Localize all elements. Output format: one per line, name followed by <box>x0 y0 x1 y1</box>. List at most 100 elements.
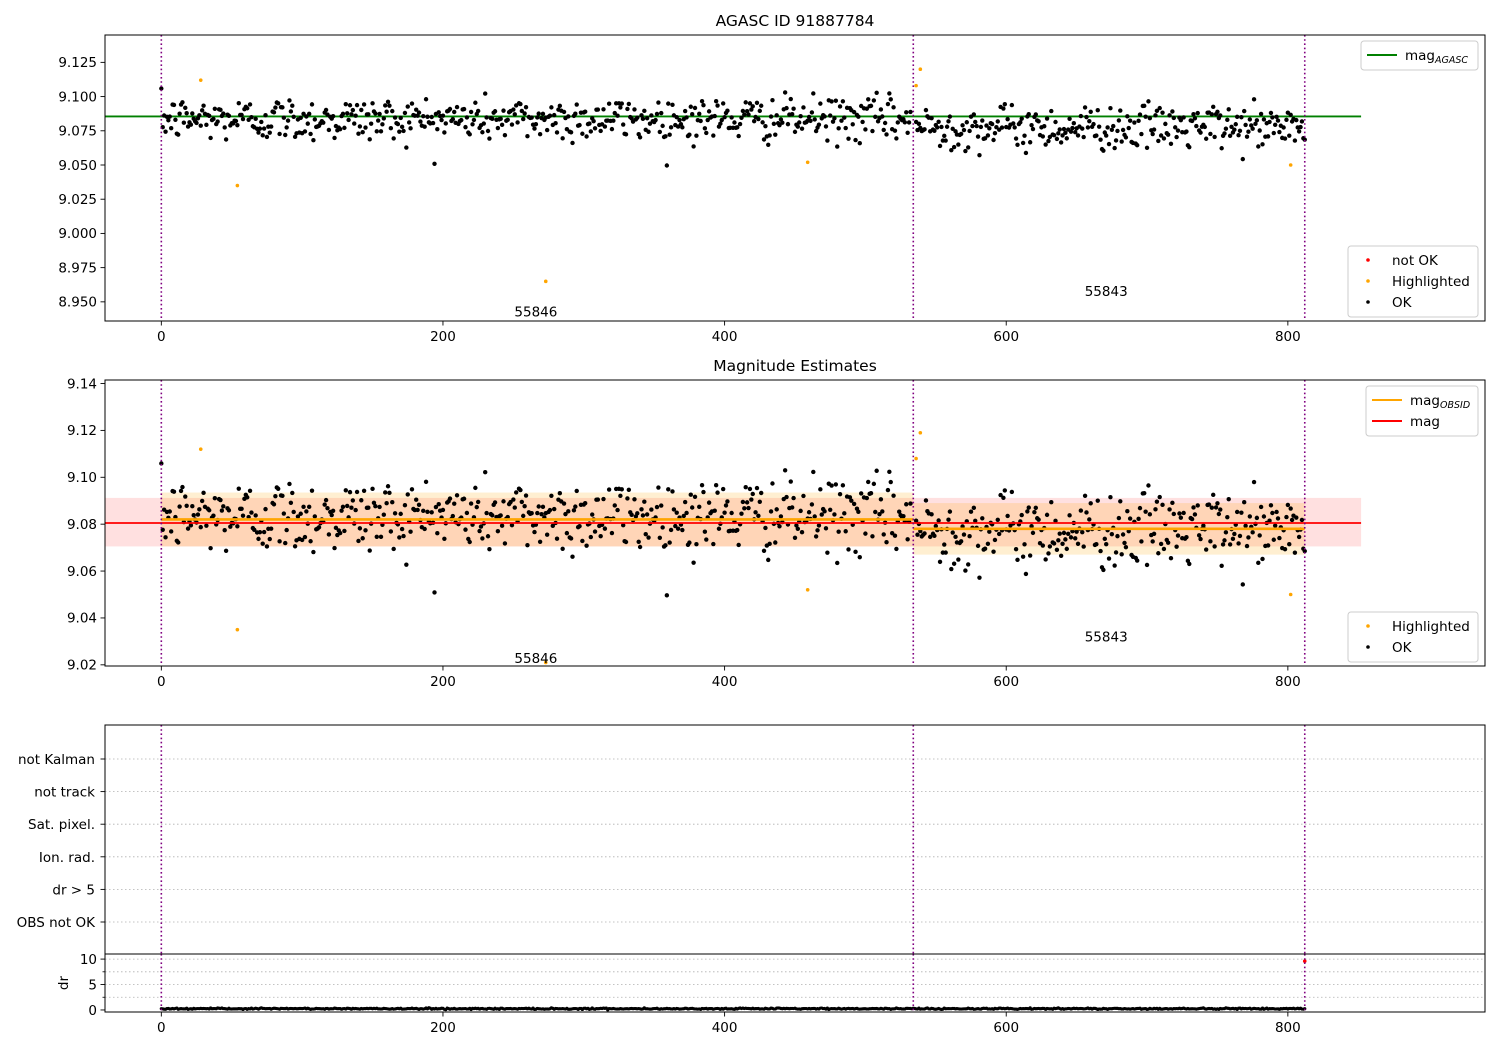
data-point <box>1132 120 1137 125</box>
data-point <box>363 125 368 130</box>
data-point <box>874 468 879 473</box>
data-point <box>667 132 672 137</box>
legend-label: magAGASC <box>1405 48 1468 66</box>
data-point <box>1142 490 1147 496</box>
data-point <box>632 107 637 112</box>
data-point <box>1019 116 1024 121</box>
data-point <box>687 540 692 545</box>
data-point <box>1239 115 1244 120</box>
data-point <box>1046 551 1051 556</box>
data-point <box>440 507 446 513</box>
data-point <box>1005 116 1010 122</box>
data-point <box>1225 514 1230 520</box>
data-point <box>1265 134 1271 139</box>
data-point <box>973 518 978 523</box>
data-point <box>573 504 578 509</box>
data-point <box>222 125 227 130</box>
data-point <box>1080 529 1085 535</box>
data-point <box>960 123 965 128</box>
data-point <box>1044 116 1050 121</box>
data-point <box>1108 495 1113 500</box>
data-point <box>409 101 415 106</box>
data-point <box>264 544 270 549</box>
data-point <box>1240 156 1245 162</box>
data-point <box>171 102 177 108</box>
data-point <box>501 499 506 504</box>
data-point <box>359 498 364 503</box>
data-point <box>1126 125 1131 131</box>
data-point <box>492 500 498 505</box>
data-point <box>788 96 793 102</box>
data-point <box>1234 114 1240 119</box>
data-point <box>773 540 778 545</box>
data-point <box>1184 129 1189 134</box>
data-point <box>402 110 408 116</box>
data-point <box>971 112 977 117</box>
data-point <box>475 499 481 505</box>
data-point <box>784 105 789 111</box>
data-point <box>1116 118 1122 123</box>
data-point <box>388 529 394 534</box>
data-point <box>505 117 510 122</box>
data-point <box>1292 550 1298 555</box>
data-point <box>284 125 289 130</box>
data-point <box>452 501 457 506</box>
data-point <box>1101 567 1106 573</box>
legend-label-subscript: OBSID <box>1440 400 1470 411</box>
data-point <box>684 510 689 516</box>
data-point <box>304 509 309 514</box>
data-point <box>346 117 351 123</box>
data-point <box>1220 542 1226 547</box>
data-point <box>828 507 833 513</box>
data-point <box>222 528 227 533</box>
data-point <box>1068 129 1074 134</box>
data-point <box>792 535 798 540</box>
data-point <box>871 98 877 103</box>
data-point <box>499 523 505 528</box>
data-point <box>268 124 274 129</box>
data-point <box>1246 535 1251 540</box>
data-point <box>788 479 793 484</box>
data-point <box>390 108 395 114</box>
data-point <box>256 130 261 135</box>
data-point <box>246 117 251 122</box>
data-point <box>211 116 216 122</box>
data-point <box>632 497 637 502</box>
data-point <box>698 118 703 124</box>
data-point <box>832 116 837 121</box>
data-point <box>1196 533 1202 538</box>
data-point <box>280 105 285 110</box>
data-point <box>257 530 263 535</box>
data-point <box>739 511 744 516</box>
data-point <box>694 542 699 547</box>
data-point <box>1209 112 1215 117</box>
data-point <box>401 128 406 134</box>
data-point <box>823 124 829 129</box>
data-point <box>478 524 484 529</box>
data-point <box>377 504 382 510</box>
data-point <box>588 534 594 540</box>
data-point <box>961 127 967 133</box>
data-point <box>1087 118 1092 124</box>
data-point <box>301 504 306 509</box>
data-point <box>1257 533 1262 538</box>
data-point <box>252 527 257 533</box>
data-point <box>774 113 779 118</box>
data-point <box>184 111 189 116</box>
y-tick-label: 0 <box>88 1003 97 1019</box>
highlighted-point <box>235 183 240 188</box>
data-point <box>399 124 405 130</box>
data-point <box>529 115 534 120</box>
data-point <box>1261 514 1267 519</box>
data-point <box>653 117 658 123</box>
data-point <box>1243 122 1248 128</box>
data-point <box>749 497 754 502</box>
y-tick-label: 9.08 <box>67 517 97 533</box>
legend-label-text: not OK <box>1392 253 1439 269</box>
data-point <box>870 128 875 134</box>
data-point <box>350 107 356 113</box>
data-point <box>312 117 318 122</box>
data-point <box>789 505 795 510</box>
data-point <box>680 527 685 533</box>
data-point <box>1234 509 1240 515</box>
